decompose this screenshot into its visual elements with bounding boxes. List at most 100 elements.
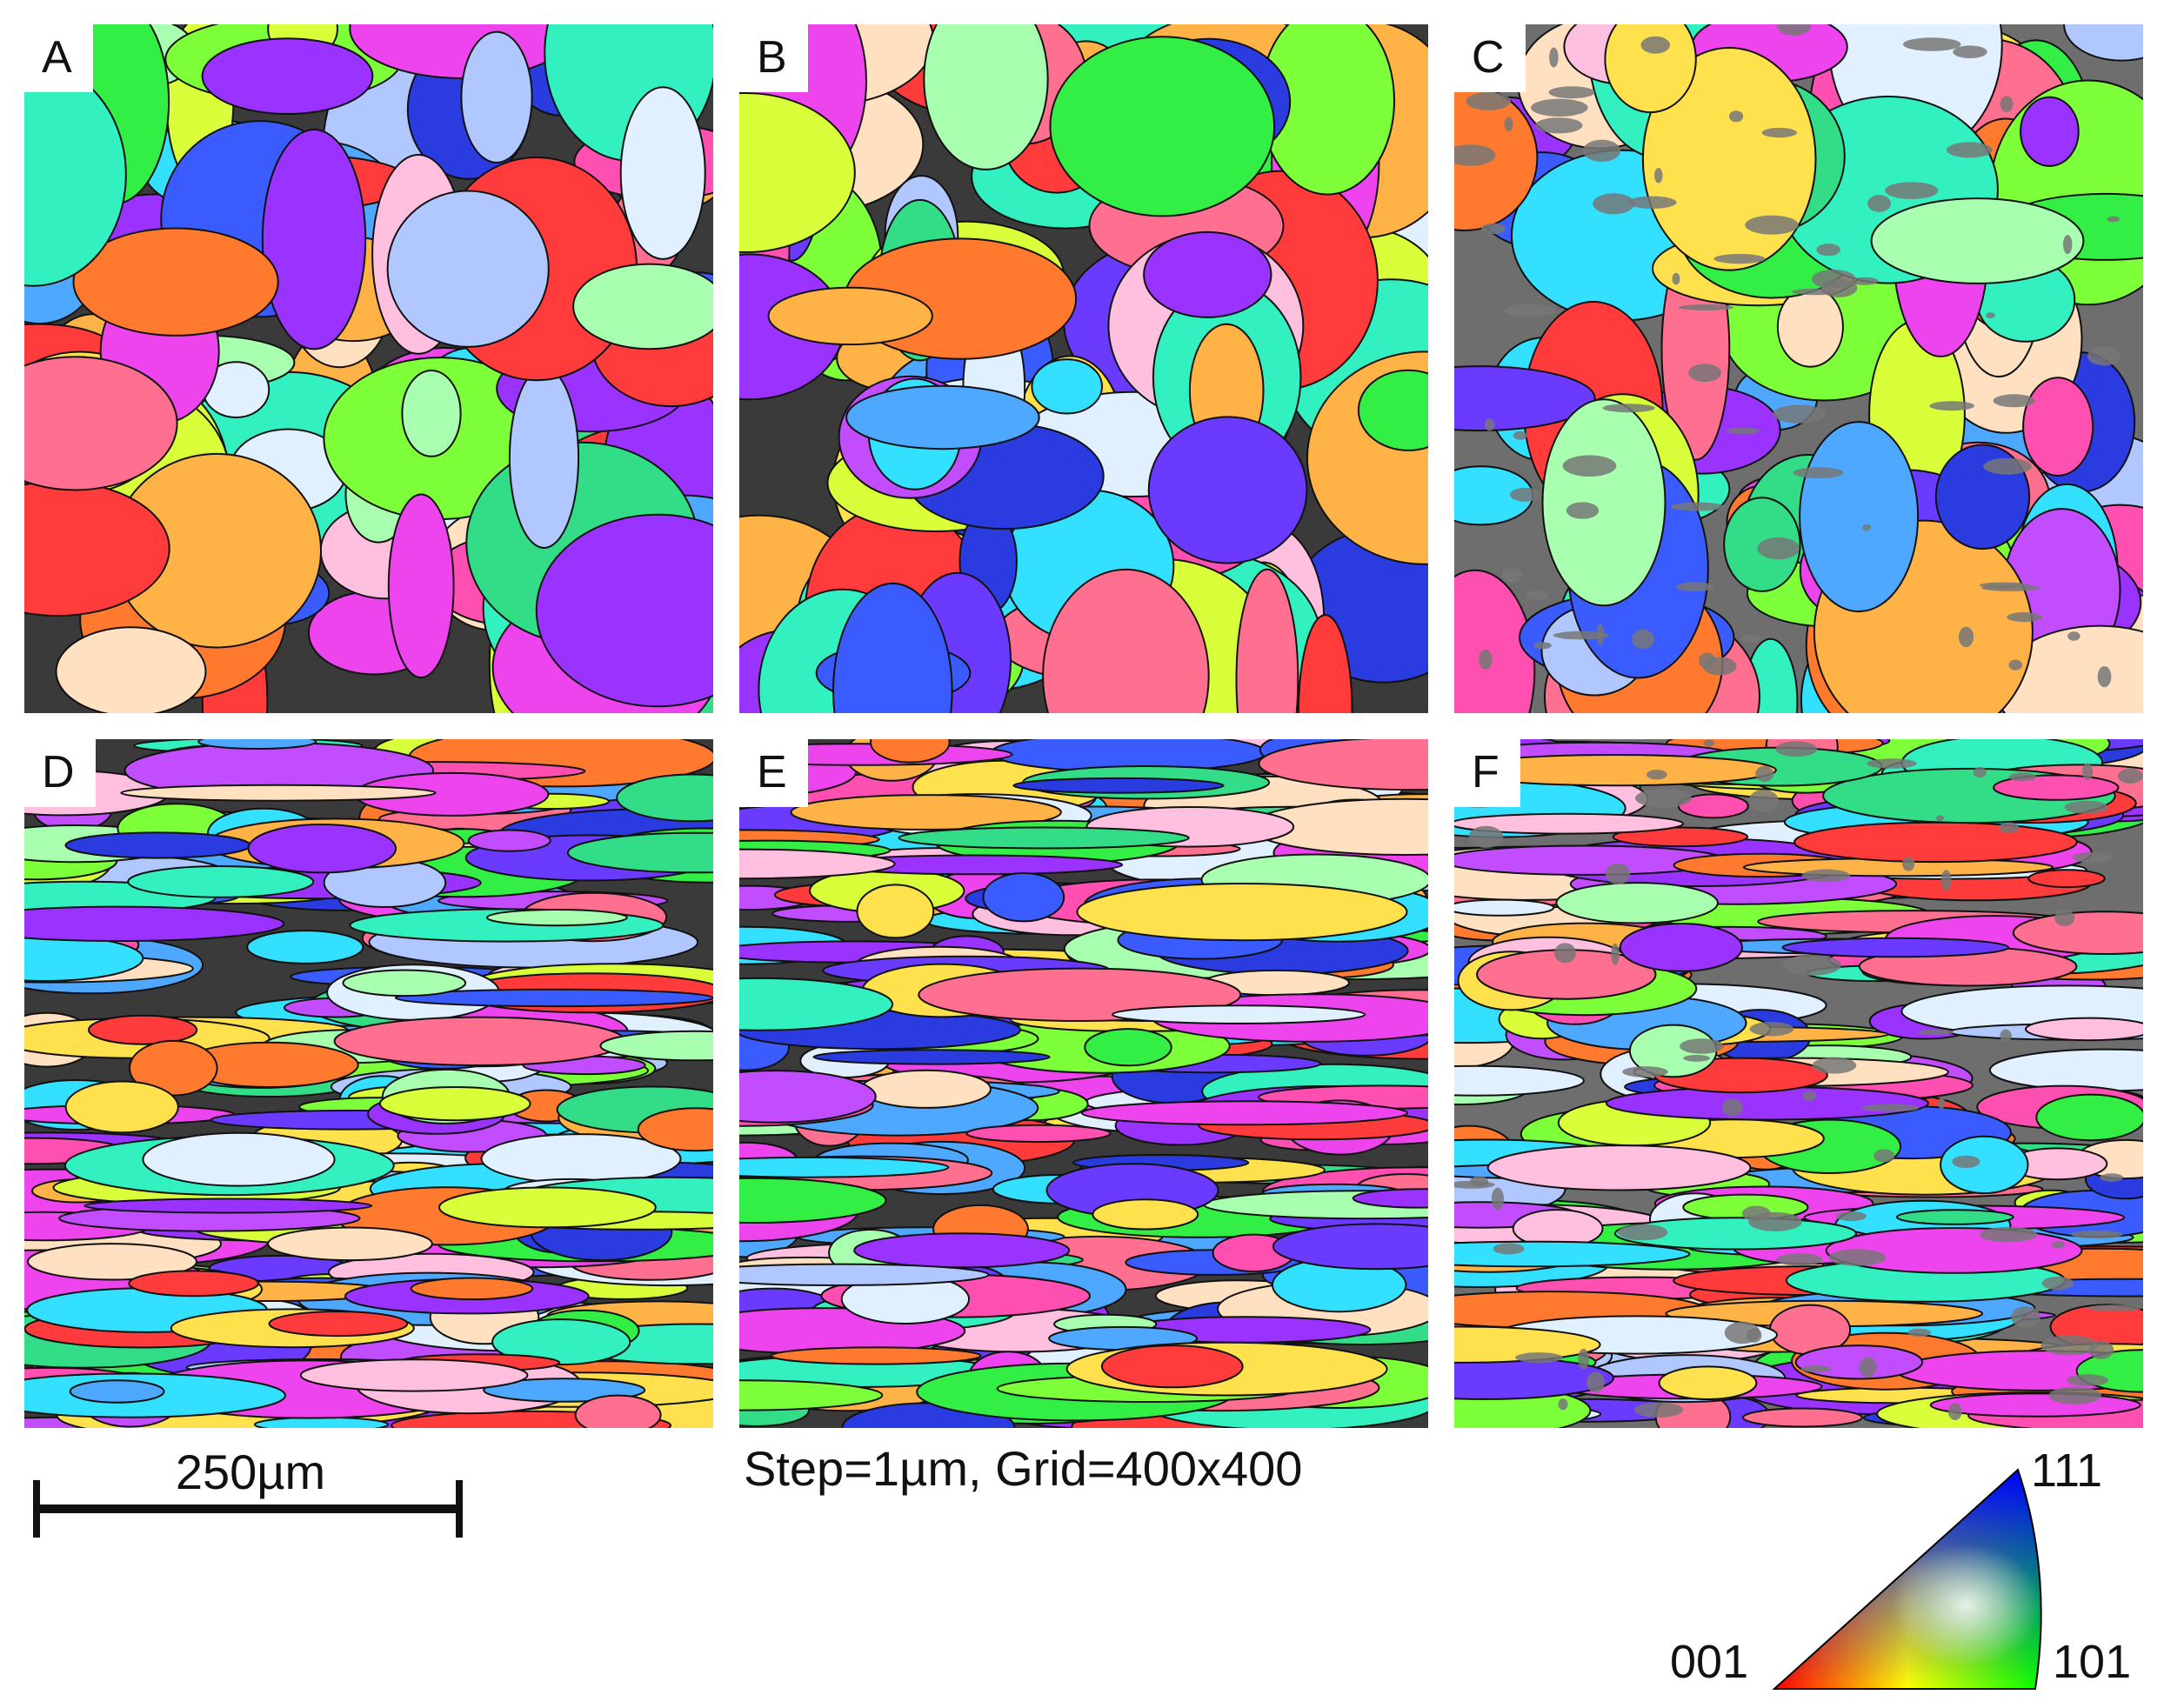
grain <box>64 1080 179 1134</box>
grain <box>24 356 178 491</box>
unindexed-region <box>1861 1104 1920 1112</box>
grain <box>299 1358 529 1392</box>
grain <box>1555 882 1719 924</box>
unindexed-region <box>1947 1403 1962 1420</box>
panel-label-c: C <box>1454 24 1526 92</box>
unindexed-region <box>1504 117 1513 132</box>
unindexed-region <box>1729 110 1744 123</box>
grain <box>1042 568 1210 713</box>
unindexed-region <box>2000 96 2014 112</box>
unindexed-region <box>1479 649 1493 670</box>
unindexed-region <box>2000 1029 2012 1043</box>
unindexed-region <box>1548 86 1595 99</box>
unindexed-region <box>2054 910 2075 926</box>
grain <box>1357 369 1428 451</box>
unindexed-region <box>1683 1055 1711 1062</box>
grain <box>261 129 367 350</box>
unindexed-region <box>1533 642 1552 650</box>
grain <box>467 829 551 852</box>
unindexed-region <box>1699 652 1716 669</box>
grain <box>2012 911 2143 955</box>
unindexed-region <box>1937 1098 1946 1110</box>
grain <box>856 884 935 939</box>
unindexed-region <box>2097 666 2112 688</box>
unindexed-region <box>1755 765 1774 783</box>
unindexed-region <box>1749 1022 1793 1037</box>
unindexed-region <box>1510 487 1541 502</box>
unindexed-region <box>2041 1276 2074 1291</box>
unindexed-region <box>2007 612 2042 623</box>
unindexed-region <box>2071 1230 2123 1239</box>
grain <box>394 988 713 1008</box>
unindexed-region <box>1835 1211 1867 1221</box>
unindexed-region <box>1484 418 1495 431</box>
grain <box>24 905 285 942</box>
ebsd-map-e <box>739 739 1428 1428</box>
grain <box>2063 24 2143 62</box>
grain <box>770 1346 982 1365</box>
scale-bar-tick-right <box>456 1480 463 1538</box>
unindexed-region <box>2048 1386 2101 1404</box>
ipf-triangle <box>1772 1468 2042 1690</box>
unindexed-region <box>1793 467 1844 478</box>
grain <box>739 1177 887 1224</box>
unindexed-region <box>1859 1357 1877 1378</box>
grain <box>1993 774 2120 801</box>
grain <box>27 1243 197 1281</box>
grain <box>870 739 951 764</box>
unindexed-region <box>1611 943 1620 965</box>
grain <box>1147 416 1308 564</box>
unindexed-region <box>1726 427 1760 435</box>
grain <box>1272 1223 1428 1271</box>
grain <box>410 1277 534 1301</box>
grain <box>1031 358 1104 415</box>
grain <box>333 1016 626 1066</box>
unindexed-region <box>1782 954 1841 976</box>
unindexed-region <box>1481 223 1506 235</box>
unindexed-region <box>1745 215 1799 235</box>
unindexed-region <box>1902 857 1915 871</box>
unindexed-region <box>1820 278 1858 297</box>
unindexed-region <box>1703 739 1715 747</box>
grain <box>1352 1188 1428 1209</box>
panel-f: F <box>1454 739 2143 1428</box>
unindexed-region <box>1940 870 1952 891</box>
grain <box>965 1124 1112 1144</box>
unindexed-region <box>1676 582 1714 592</box>
unindexed-region <box>1566 502 1600 519</box>
unindexed-region <box>1515 1352 1563 1364</box>
grain <box>1776 285 1844 368</box>
ipf-label-001: 001 <box>1670 1636 1749 1688</box>
panel-label-b: B <box>739 24 808 92</box>
unindexed-region <box>1534 117 1583 134</box>
grain <box>1781 937 2010 958</box>
grain <box>438 1186 657 1229</box>
unindexed-region <box>1722 1098 1743 1117</box>
grain <box>142 1131 336 1187</box>
unindexed-region <box>1501 568 1522 583</box>
grain <box>127 865 315 898</box>
unindexed-region <box>1953 45 1987 58</box>
grain <box>898 826 1190 850</box>
grain <box>2035 1093 2143 1142</box>
unindexed-region <box>2040 1335 2099 1356</box>
ipf-label-111: 111 <box>2031 1444 2103 1497</box>
grain <box>853 1232 1071 1269</box>
unindexed-region <box>2051 1241 2066 1249</box>
grain <box>268 1311 409 1338</box>
unindexed-region <box>1678 304 1734 310</box>
unindexed-region <box>2011 1306 2040 1328</box>
acquisition-text: Step=1µm, Grid=400x400 <box>744 1441 1303 1496</box>
grain <box>1612 826 1749 848</box>
unindexed-region <box>1958 626 1974 648</box>
unindexed-region <box>1862 524 1872 531</box>
unindexed-region <box>1635 788 1692 808</box>
unindexed-region <box>1800 1365 1832 1372</box>
unindexed-region <box>1776 1253 1823 1266</box>
panel-a: A <box>24 24 713 713</box>
grain <box>486 909 628 927</box>
grain <box>64 831 251 859</box>
panel-label-d: D <box>24 739 96 807</box>
grain <box>1076 883 1408 942</box>
unindexed-region <box>1617 1224 1668 1241</box>
